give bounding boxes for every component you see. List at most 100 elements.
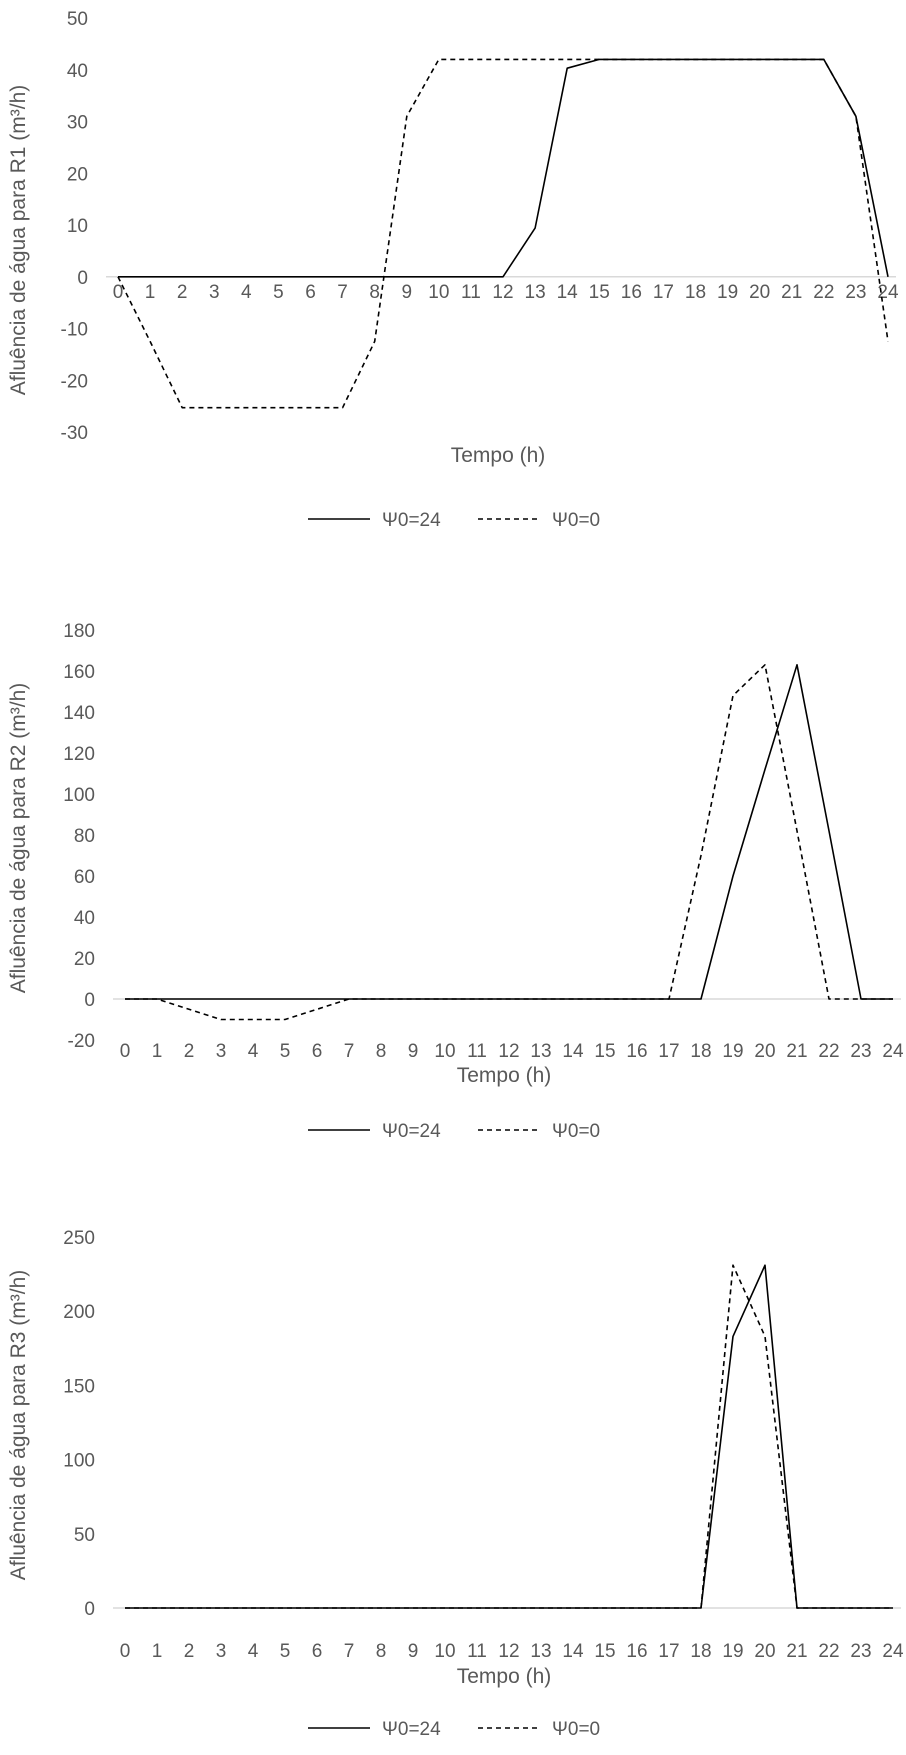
x-tick-label: 6 (312, 1041, 323, 1062)
y-tick-label: 200 (63, 1302, 95, 1323)
x-tick-label: 20 (754, 1041, 775, 1062)
y-tick-label: 100 (63, 1451, 95, 1472)
y-tick-label: -20 (61, 371, 88, 392)
y-tick-label: -20 (68, 1031, 95, 1052)
x-tick-label: 13 (530, 1041, 551, 1062)
x-tick-label: 18 (690, 1641, 711, 1662)
x-tick-label: 14 (557, 282, 579, 303)
y-tick-label: 60 (74, 867, 95, 888)
x-tick-label: 9 (401, 282, 412, 303)
y-tick-label: -30 (61, 423, 88, 444)
x-tick-label: 8 (369, 282, 380, 303)
y-tick-label: 20 (74, 949, 95, 970)
x-tick-label: 17 (658, 1641, 679, 1662)
x-tick-label: 15 (594, 1041, 615, 1062)
x-tick-label: 18 (690, 1041, 711, 1062)
y-tick-label: 0 (84, 990, 95, 1011)
legend-label: Ψ0=24 (382, 510, 441, 531)
x-tick-label: 16 (626, 1641, 647, 1662)
x-tick-label: 17 (658, 1041, 679, 1062)
legend-label: Ψ0=24 (382, 1121, 441, 1142)
y-tick-label: 160 (63, 662, 95, 683)
x-tick-label: 2 (184, 1641, 195, 1662)
x-tick-label: 22 (818, 1041, 839, 1062)
legend: Ψ0=24 Ψ0=0 (308, 1121, 600, 1142)
y-tick-label: 30 (67, 113, 88, 134)
legend-label: Ψ0=0 (552, 1121, 600, 1142)
x-tick-label: 11 (467, 1641, 487, 1662)
x-tick-label: 14 (562, 1641, 584, 1662)
legend-label: Ψ0=24 (382, 1719, 441, 1740)
x-tick-label: 2 (184, 1041, 195, 1062)
x-tick-label: 9 (408, 1041, 419, 1062)
x-tick-label: 24 (882, 1041, 904, 1062)
y-tick-label: 0 (84, 1599, 95, 1620)
x-tick-label: 20 (754, 1641, 775, 1662)
x-tick-label: 12 (498, 1641, 519, 1662)
series-line-solid (125, 663, 893, 1000)
y-tick-label: 140 (63, 703, 95, 724)
x-axis-title: Tempo (h) (451, 444, 546, 467)
x-tick-label: 14 (562, 1041, 584, 1062)
legend: Ψ0=24 Ψ0=0 (308, 510, 600, 531)
x-tick-label: 0 (120, 1041, 131, 1062)
y-tick-label: -10 (61, 320, 88, 341)
x-tick-label: 4 (248, 1041, 259, 1062)
x-tick-label: 11 (461, 282, 481, 303)
y-tick-label: 20 (67, 164, 88, 185)
x-tick-label: 20 (749, 282, 770, 303)
y-tick-label: 0 (77, 268, 88, 289)
x-tick-label: 2 (177, 282, 188, 303)
x-tick-label: 5 (280, 1041, 291, 1062)
y-tick-label: 50 (67, 9, 88, 30)
x-tick-label: 5 (273, 282, 284, 303)
x-tick-label: 19 (722, 1641, 743, 1662)
x-tick-label: 21 (781, 282, 802, 303)
y-tick-label: 120 (63, 744, 95, 765)
x-tick-label: 5 (280, 1641, 291, 1662)
y-tick-label: 10 (67, 216, 88, 237)
x-tick-label: 15 (594, 1641, 615, 1662)
x-tick-label: 12 (492, 282, 513, 303)
series-line-dashed (125, 663, 893, 1021)
legend: Ψ0=24 Ψ0=0 (308, 1719, 600, 1740)
x-tick-label: 7 (337, 282, 348, 303)
x-tick-label: 19 (717, 282, 738, 303)
x-tick-label: 3 (216, 1041, 227, 1062)
y-tick-label: 40 (74, 908, 95, 929)
x-tick-label: 10 (434, 1041, 455, 1062)
series-line-solid (125, 1264, 893, 1609)
x-tick-label: 11 (467, 1041, 487, 1062)
x-tick-label: 8 (376, 1641, 387, 1662)
x-tick-label: 22 (818, 1641, 839, 1662)
x-tick-label: 7 (344, 1041, 355, 1062)
x-axis-title: Tempo (h) (457, 1064, 552, 1087)
x-tick-label: 4 (248, 1641, 259, 1662)
y-tick-label: 250 (63, 1228, 95, 1249)
x-tick-label: 23 (850, 1041, 871, 1062)
x-tick-label: 16 (621, 282, 642, 303)
x-tick-label: 23 (850, 1641, 871, 1662)
x-tick-label: 1 (152, 1641, 163, 1662)
x-tick-label: 17 (653, 282, 674, 303)
x-tick-label: 21 (786, 1041, 807, 1062)
series-line-dashed (117, 58, 889, 409)
x-tick-label: 8 (376, 1041, 387, 1062)
y-tick-label: 180 (63, 621, 95, 642)
x-tick-label: 1 (145, 282, 156, 303)
x-tick-label: 19 (722, 1041, 743, 1062)
legend-label: Ψ0=0 (552, 1719, 600, 1740)
y-tick-label: 100 (63, 785, 95, 806)
x-tick-label: 3 (209, 282, 220, 303)
x-tick-label: 24 (882, 1641, 904, 1662)
y-tick-label: 50 (74, 1525, 95, 1546)
y-axis-title: Afluência de água para R1 (m³/h) (7, 85, 30, 396)
x-tick-label: 6 (305, 282, 316, 303)
x-tick-label: 21 (786, 1641, 807, 1662)
x-tick-label: 7 (344, 1641, 355, 1662)
x-tick-label: 13 (525, 282, 546, 303)
